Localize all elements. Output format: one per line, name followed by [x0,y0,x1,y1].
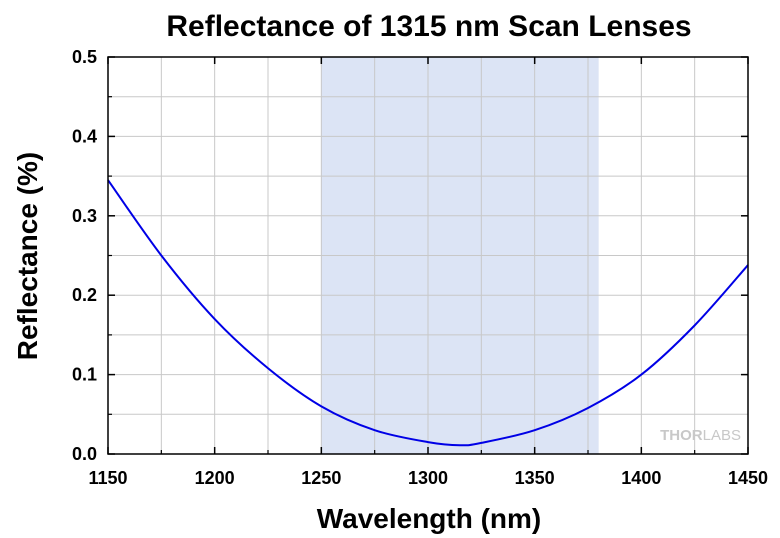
x-tick-label: 1300 [408,468,448,488]
grid-lines [108,57,748,454]
plot-frame [107,56,749,455]
series-line-reflectance [107,179,749,447]
thorlabs-watermark: THORLABS [660,427,741,444]
chart-title: Reflectance of 1315 nm Scan Lenses [166,10,691,43]
y-tick-labels: 0.0 0.1 0.2 0.3 0.4 0.5 [72,47,97,464]
x-tick-label: 1400 [621,468,661,488]
x-tick-labels: 1150 1200 1250 1300 1350 1400 1450 [88,468,768,488]
y-tick-label: 0.3 [72,206,97,226]
x-tick-label: 1250 [301,468,341,488]
x-axis-title: Wavelength (nm) [317,503,542,534]
y-tick-label: 0.0 [72,444,97,464]
y-tick-label: 0.2 [72,285,97,305]
x-tick-label: 1450 [728,468,768,488]
y-tick-label: 0.1 [72,365,97,385]
watermark-light: LABS [703,427,741,444]
x-tick-label: 1200 [195,468,235,488]
watermark-bold: THOR [660,427,703,444]
y-axis-title: Reflectance (%) [12,152,43,361]
x-tick-label: 1350 [515,468,555,488]
y-tick-label: 0.4 [72,126,97,146]
x-tick-label: 1150 [88,468,127,488]
y-tick-label: 0.5 [72,47,97,67]
